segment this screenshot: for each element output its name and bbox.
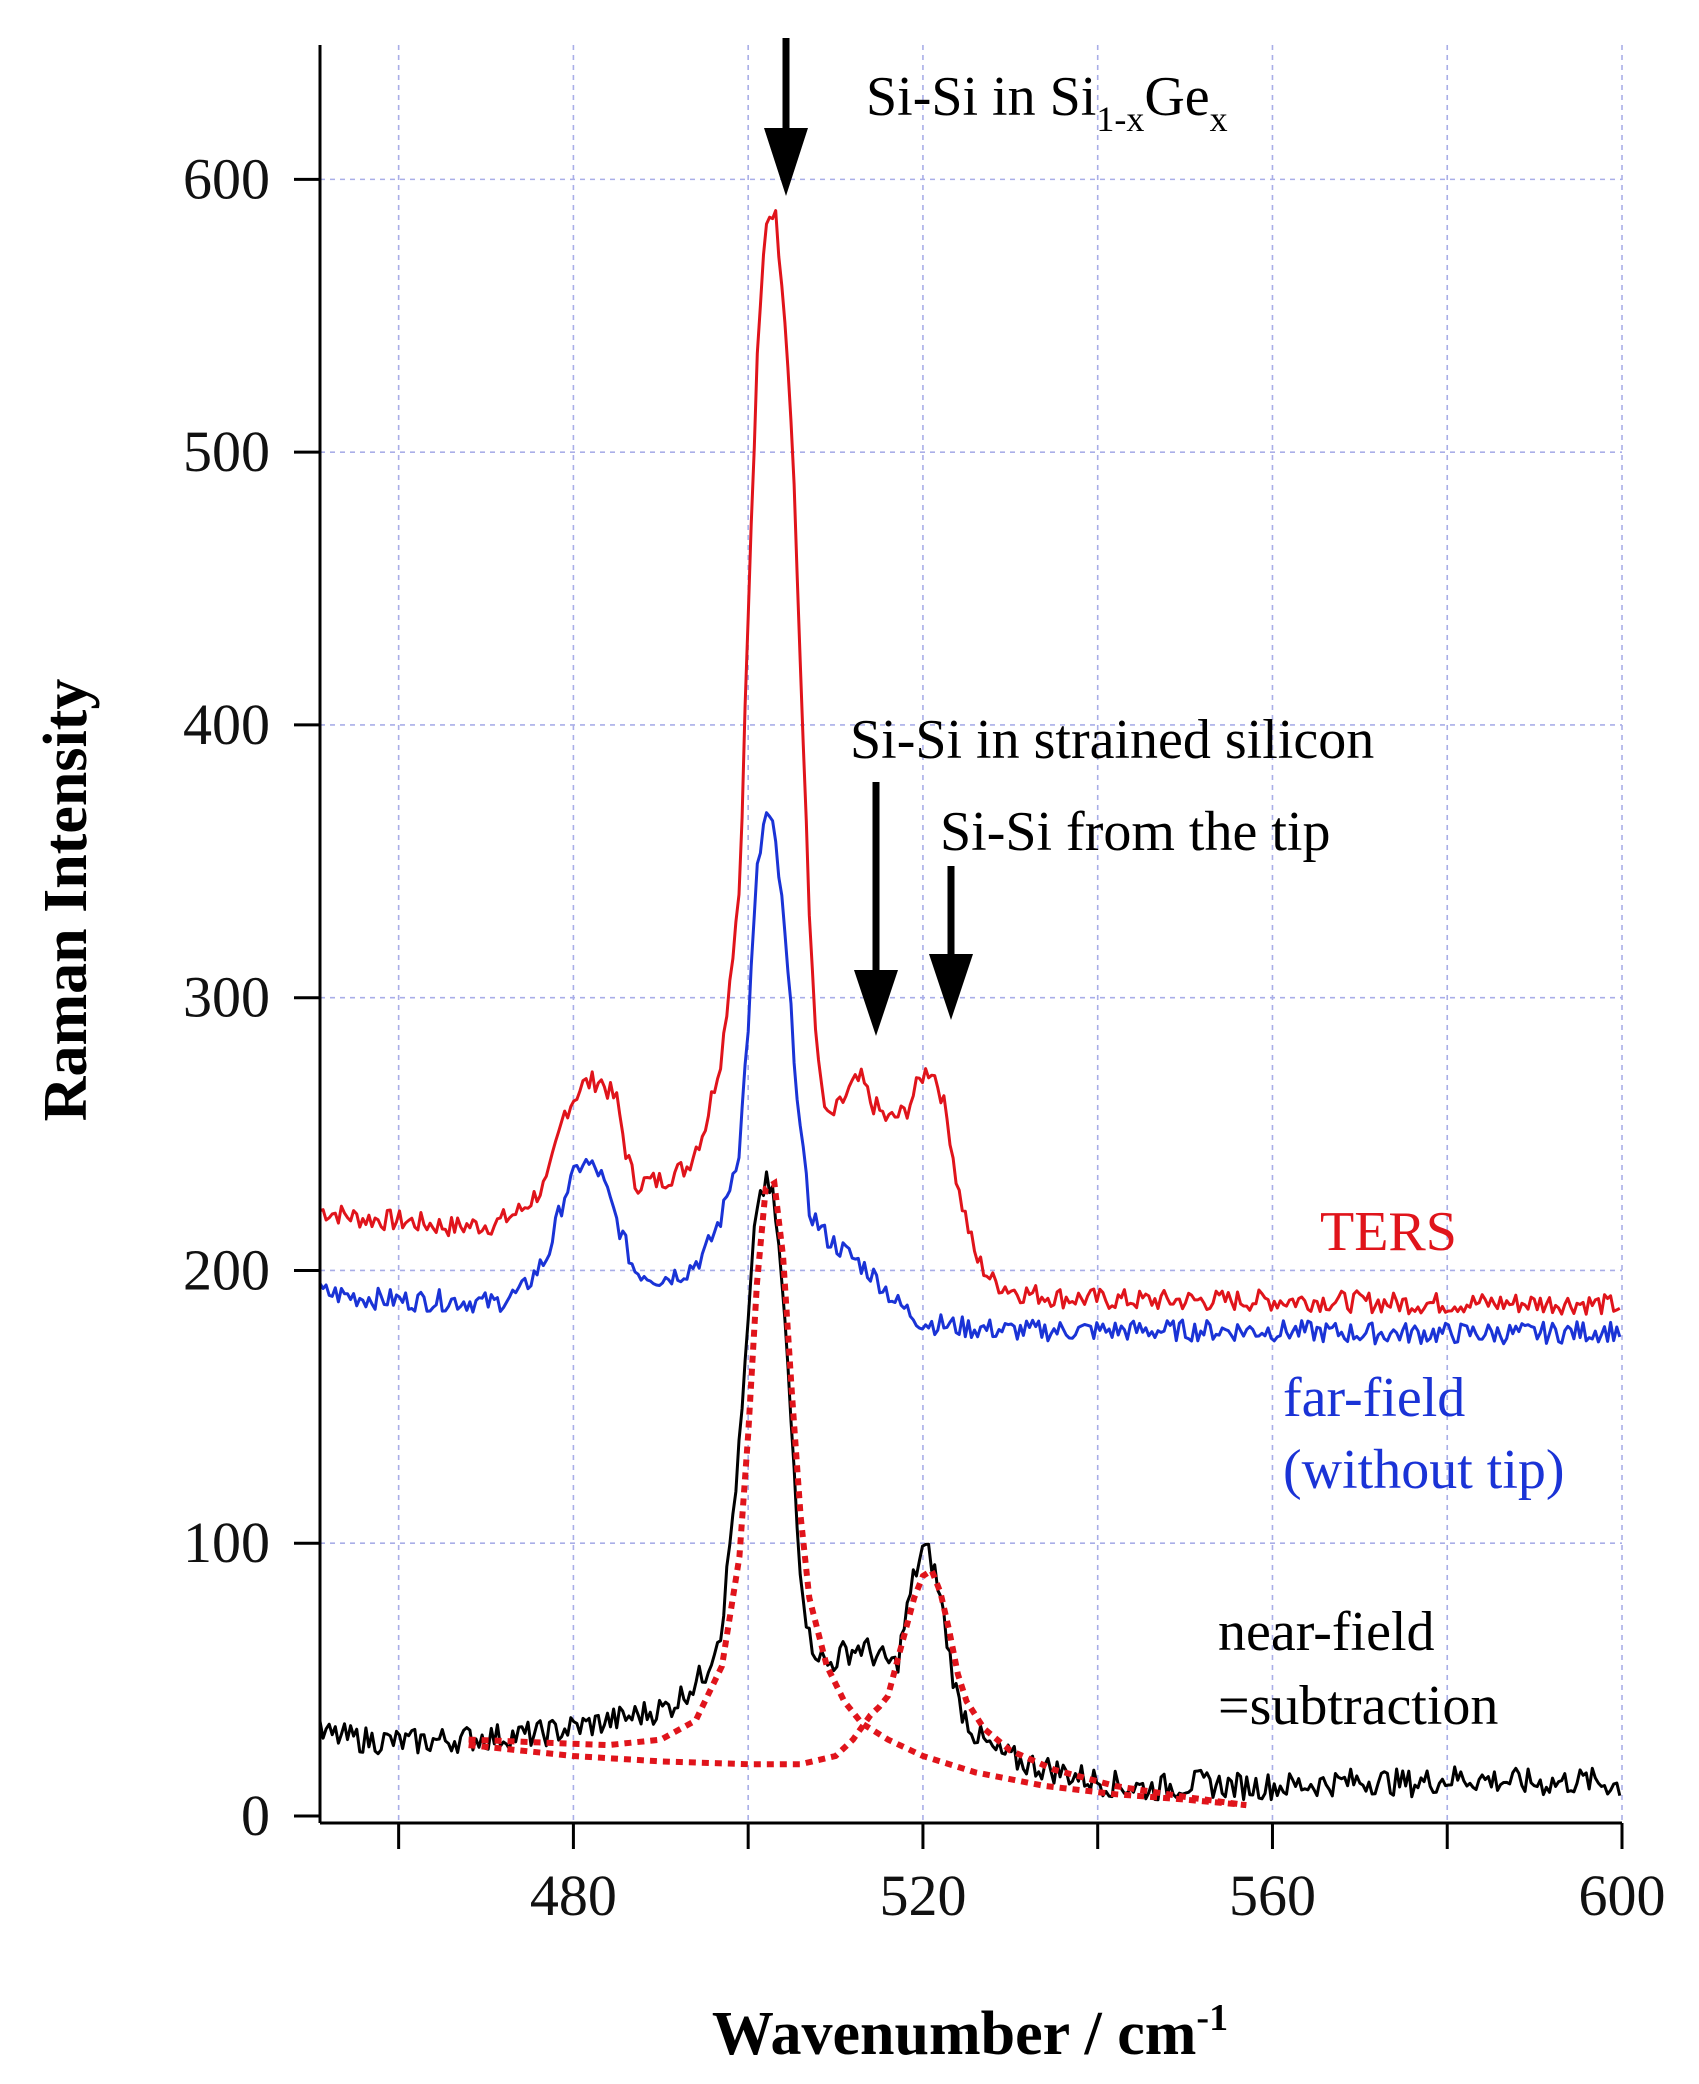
series-line-1 [318, 811, 1622, 1346]
arrow-tip [929, 866, 973, 1020]
series-line-fit-4 [468, 1566, 1247, 1809]
y-tick-label: 0 [241, 1783, 270, 1848]
x-tick-label: 480 [530, 1863, 617, 1928]
legend-farfield-line2: (without tip) [1283, 1439, 1565, 1501]
y-tick-label: 200 [183, 1237, 270, 1302]
x-tick-label: 520 [879, 1863, 966, 1928]
y-tick-label: 100 [183, 1510, 270, 1575]
grid-lines [320, 45, 1623, 1823]
annotation-strained-silicon: Si-Si in strained silicon [850, 709, 1374, 771]
arrow-strained-silicon [854, 782, 898, 1036]
annotation-sige: Si-Si in Si1-xGex [866, 66, 1228, 139]
arrow-sige-peak [764, 38, 808, 196]
legend-farfield-line1: far-field [1283, 1367, 1465, 1429]
x-axis-title: Wavenumber / cm-1 [712, 1997, 1228, 2068]
series-lines [318, 209, 1622, 1809]
series-line-fit-3 [468, 1178, 1247, 1809]
annotation-tip: Si-Si from the tip [940, 801, 1330, 863]
series-line-2 [318, 1170, 1622, 1802]
y-tick-label: 300 [183, 965, 270, 1030]
ticks: 0 100 200 300 400 500 600 480 520 560 600 [183, 146, 1666, 1928]
axes [318, 45, 1622, 1825]
y-tick-label: 600 [183, 146, 270, 211]
x-tick-label: 560 [1229, 1863, 1316, 1928]
legend-nearfield-line2: =subtraction [1218, 1675, 1498, 1737]
series-line-0 [319, 209, 1621, 1316]
y-tick-label: 400 [183, 692, 270, 757]
x-axis-title-superscript: -1 [1196, 1997, 1228, 2039]
legend-ters: TERS [1320, 1201, 1457, 1263]
y-axis-title: Raman Intensity [32, 679, 100, 1122]
x-tick-label: 600 [1579, 1863, 1666, 1928]
y-tick-label: 500 [183, 419, 270, 484]
legend-nearfield-line1: near-field [1218, 1601, 1435, 1663]
